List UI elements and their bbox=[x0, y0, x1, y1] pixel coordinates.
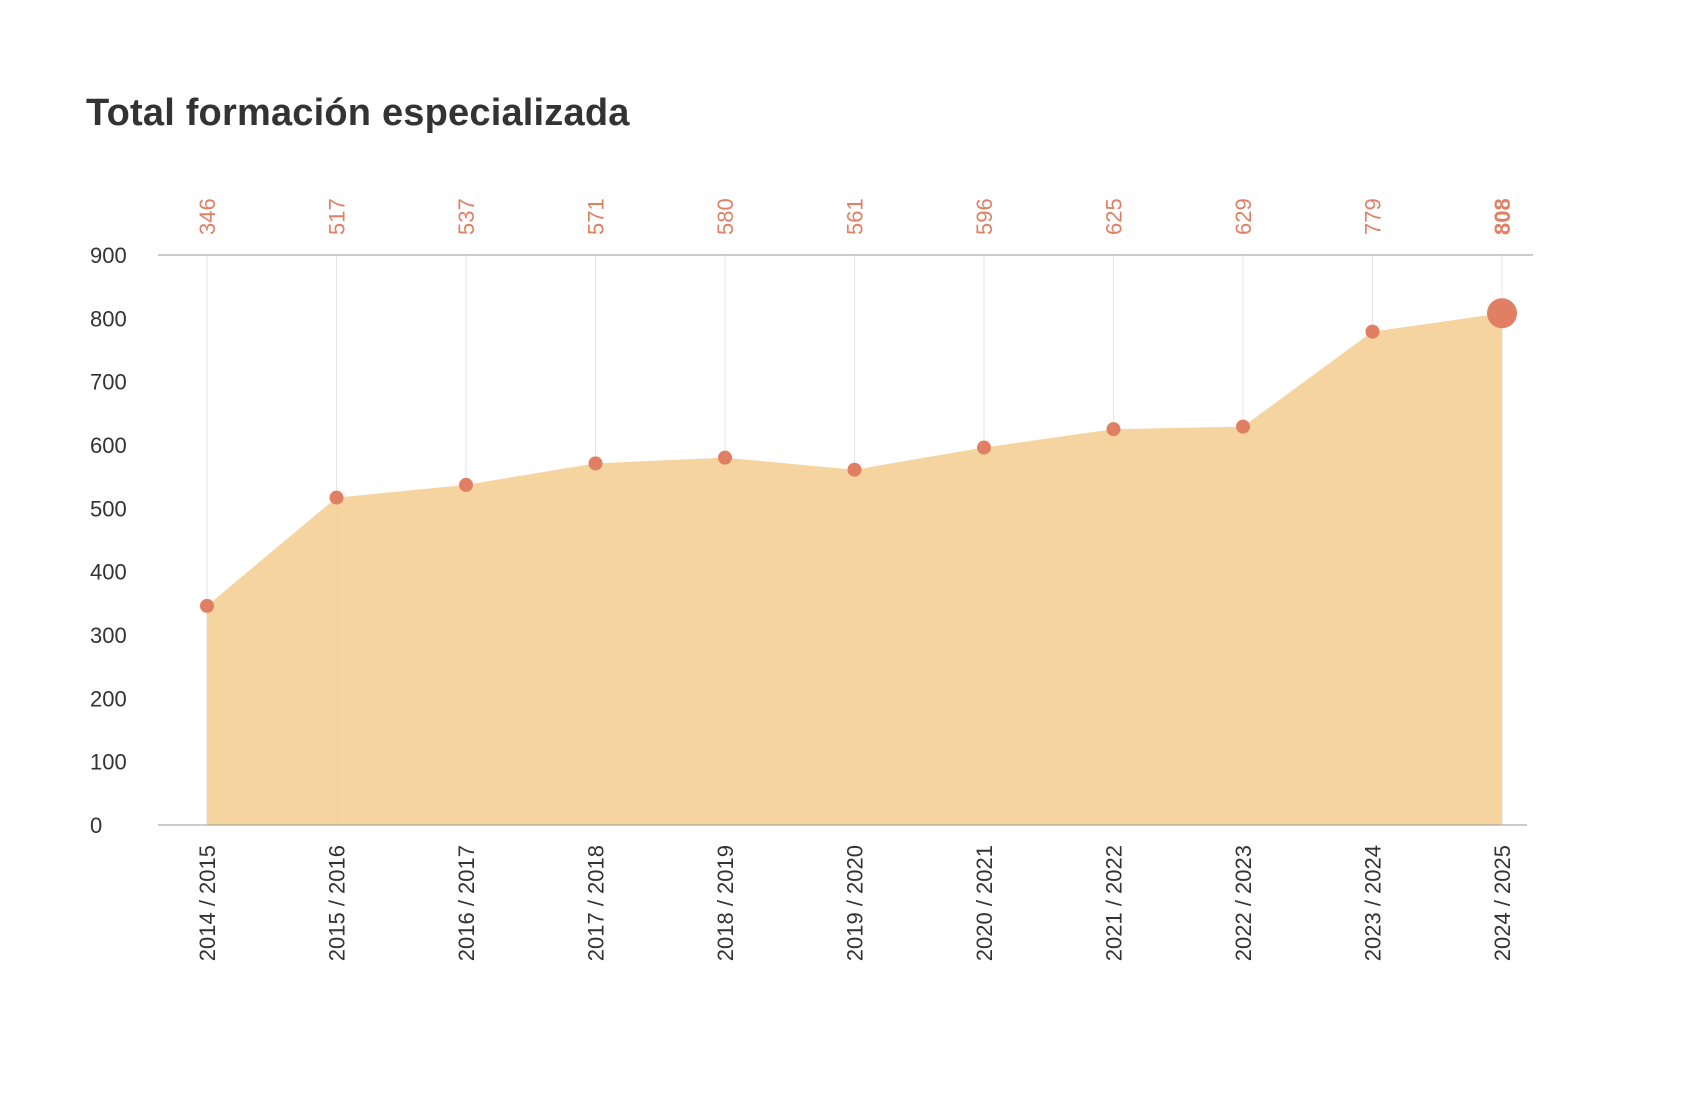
data-point bbox=[1106, 422, 1121, 437]
y-tick-label: 900 bbox=[90, 243, 127, 268]
y-tick-label: 500 bbox=[90, 496, 127, 521]
x-axis: 2014 / 2015 2015 / 2016 2016 / 2017 2017 / … bbox=[195, 845, 1515, 961]
data-point bbox=[718, 450, 732, 465]
x-tick-label: 2015 / 2016 bbox=[325, 845, 350, 961]
data-value-label: 537 bbox=[454, 198, 479, 235]
y-tick-label: 800 bbox=[90, 306, 127, 331]
data-value-label: 561 bbox=[843, 198, 868, 235]
x-tick-label: 2017 / 2018 bbox=[584, 845, 609, 961]
data-value-label: 779 bbox=[1361, 198, 1386, 235]
data-value-label: 808 bbox=[1490, 198, 1515, 235]
y-tick-label: 300 bbox=[90, 623, 127, 648]
x-tick-label: 2016 / 2017 bbox=[454, 845, 479, 961]
data-value-label: 517 bbox=[325, 198, 350, 235]
x-tick-label: 2022 / 2023 bbox=[1231, 845, 1256, 961]
data-point-highlight bbox=[1487, 298, 1517, 329]
data-point bbox=[588, 456, 603, 471]
x-tick-label: 2014 / 2015 bbox=[195, 845, 220, 961]
x-tick-label: 2023 / 2024 bbox=[1361, 845, 1386, 961]
data-value-label: 346 bbox=[195, 198, 220, 235]
data-point bbox=[1236, 419, 1250, 434]
data-value-label: 629 bbox=[1231, 198, 1256, 235]
y-tick-label: 700 bbox=[90, 370, 127, 395]
y-tick-label: 100 bbox=[90, 750, 127, 775]
data-points bbox=[200, 298, 1517, 613]
x-tick-label: 2019 / 2020 bbox=[843, 845, 868, 961]
x-tick-label: 2024 / 2025 bbox=[1490, 845, 1515, 961]
x-tick-label: 2020 / 2021 bbox=[972, 845, 997, 961]
data-point bbox=[459, 477, 473, 492]
y-tick-label: 200 bbox=[90, 686, 127, 711]
area-series bbox=[207, 313, 1502, 825]
data-value-label: 571 bbox=[584, 198, 609, 235]
data-point bbox=[200, 598, 214, 613]
x-tick-label: 2021 / 2022 bbox=[1102, 845, 1127, 961]
data-point bbox=[1365, 324, 1380, 339]
data-point bbox=[847, 462, 862, 477]
chart-title: Total formación especializada bbox=[86, 92, 630, 134]
data-value-label: 580 bbox=[713, 198, 738, 235]
y-tick-label: 600 bbox=[90, 433, 127, 458]
data-point bbox=[977, 440, 991, 455]
data-labels: 346 517 537 571 580 561 596 625 629 779 808 bbox=[195, 198, 1515, 235]
y-tick-label: 0 bbox=[90, 813, 102, 838]
data-value-label: 596 bbox=[972, 198, 997, 235]
data-point bbox=[329, 490, 344, 505]
y-tick-label: 400 bbox=[90, 560, 127, 585]
x-tick-label: 2018 / 2019 bbox=[713, 845, 738, 961]
y-axis: 0 100 200 300 400 500 600 700 800 900 bbox=[90, 243, 127, 838]
data-value-label: 625 bbox=[1102, 198, 1127, 235]
